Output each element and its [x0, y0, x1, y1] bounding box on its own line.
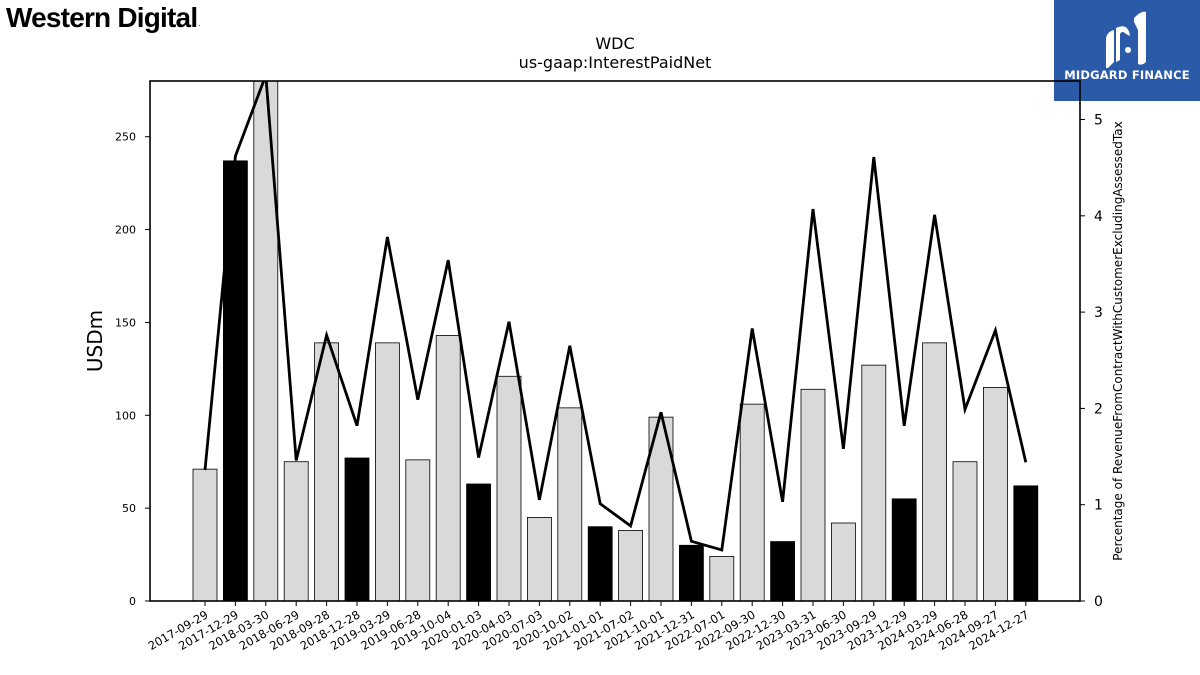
- y-tick-label-100: 100: [115, 409, 136, 422]
- bar-2020-01-03: [466, 483, 492, 601]
- bar-2023-03-31: [800, 388, 826, 601]
- bar-2022-12-30: [770, 541, 795, 601]
- bar-2021-01-01: [587, 526, 613, 601]
- bar-2019-06-28: [405, 459, 431, 601]
- bar-2023-06-30: [831, 522, 856, 601]
- bar-2020-10-02: [557, 407, 583, 601]
- bar-2022-09-30: [739, 403, 765, 601]
- bar-2020-07-03: [527, 517, 552, 601]
- bar-2021-07-02: [618, 530, 643, 601]
- bar-2020-04-03: [496, 375, 522, 601]
- y2-tick-label-0: 0: [1094, 594, 1103, 610]
- bar-2019-03-29: [374, 342, 400, 601]
- bar-2024-06-28: [952, 461, 978, 601]
- bar-series: [192, 81, 1039, 601]
- y2-tick-label-3: 3: [1094, 305, 1103, 321]
- y2-tick-label-1: 1: [1094, 498, 1103, 514]
- midgard-m-logo-icon: [1106, 11, 1146, 68]
- midgard-finance-badge: MIDGARD FINANCE: [1054, 0, 1200, 101]
- y-axis-label: USDm: [83, 310, 107, 372]
- bar-2023-12-29: [891, 498, 917, 601]
- bar-2018-12-28: [344, 457, 370, 601]
- chart-title: WDC: [595, 34, 634, 53]
- y-tick-label-150: 150: [115, 316, 136, 329]
- y2-axis-label: Percentage of RevenueFromContractWithCus…: [1111, 121, 1125, 560]
- bar-2018-06-29: [283, 461, 309, 601]
- company-name: Western Digital: [6, 2, 198, 33]
- chart-subtitle: us-gaap:InterestPaidNet: [519, 53, 712, 72]
- bar-2017-09-29: [192, 468, 218, 601]
- bar-2021-12-31: [679, 544, 704, 601]
- y-tick-label-50: 50: [122, 502, 136, 515]
- bar-2022-07-01: [709, 556, 735, 601]
- bar-2023-09-29: [861, 364, 887, 601]
- line-path: [203, 81, 1028, 552]
- bar-2024-03-29: [922, 342, 947, 601]
- badge-label: MIDGARD FINANCE: [1064, 68, 1190, 82]
- registered-mark: .: [198, 19, 201, 28]
- bar-2024-12-27: [1013, 485, 1039, 601]
- y2-tick-label-5: 5: [1094, 113, 1103, 129]
- y2-tick-label-4: 4: [1094, 209, 1103, 225]
- bar-2019-10-04: [435, 335, 461, 601]
- bar-2017-12-29: [222, 160, 248, 601]
- y2-tick-label-2: 2: [1094, 401, 1103, 417]
- line-series: [203, 81, 1028, 552]
- y-tick-label-250: 250: [115, 131, 136, 144]
- bar-2018-03-30: [253, 81, 279, 601]
- bar-2024-09-27: [983, 387, 1008, 601]
- bar-2018-09-28: [314, 342, 340, 601]
- plot-frame: [149, 80, 1081, 602]
- y-tick-label-200: 200: [115, 224, 136, 237]
- y-tick-label-0: 0: [129, 595, 136, 608]
- company-logo: Western Digital.: [6, 2, 201, 34]
